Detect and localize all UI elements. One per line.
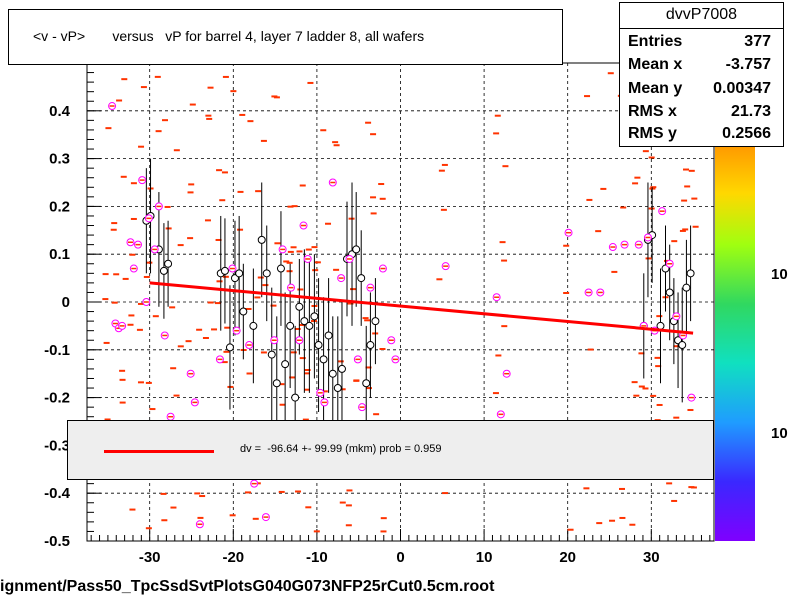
data-point-black — [305, 321, 314, 330]
data-point-black — [319, 355, 328, 364]
data-point-black — [366, 341, 375, 350]
y-tick-label: 0.1 — [49, 246, 70, 263]
stats-box: dvvP7008 Entries 377 Mean x -3.757 Mean … — [619, 2, 784, 147]
data-point-black — [249, 321, 258, 330]
data-point-black — [357, 274, 366, 283]
x-tick-label: 20 — [559, 549, 576, 566]
footer-filename: ignment/Pass50_TpcSsdSvtPlotsG040G073NFP… — [0, 578, 495, 595]
x-tick-label: 0 — [396, 549, 404, 566]
stat-label: RMS x — [628, 103, 677, 120]
stat-value: 0.00347 — [713, 80, 771, 97]
fit-legend-line — [104, 450, 214, 453]
fit-legend-box: dv = -96.64 +- 99.99 (mkm) prob = 0.959 — [67, 420, 714, 480]
data-point-black — [678, 341, 687, 350]
color-bar — [715, 146, 755, 541]
data-point-black — [333, 384, 342, 393]
data-point-black — [267, 350, 276, 359]
y-tick-label: -0.5 — [44, 533, 70, 550]
chart-title-box: <v - vP> versus vP for barrel 4, layer 7… — [8, 9, 563, 65]
data-point-black — [371, 317, 380, 326]
y-tick-label: -0.2 — [44, 390, 70, 407]
colorbar-label-upper: 10 — [771, 266, 788, 283]
fit-line — [149, 281, 694, 335]
chart-title: <v - vP> versus vP for barrel 4, layer 7… — [33, 28, 425, 44]
data-point-black — [686, 269, 695, 278]
data-point-black — [682, 283, 691, 292]
data-point-black — [257, 235, 266, 244]
data-point-black — [337, 364, 346, 373]
data-point-black — [239, 307, 248, 316]
stat-value: -3.757 — [725, 56, 771, 73]
data-point-black — [362, 379, 371, 388]
data-point-black — [159, 266, 168, 275]
data-point-black — [324, 331, 333, 340]
y-tick-label: 0.4 — [49, 103, 71, 120]
data-point-black — [235, 269, 244, 278]
data-point-black — [286, 321, 295, 330]
fit-legend-text: dv = -96.64 +- 99.99 (mkm) prob = 0.959 — [240, 443, 442, 455]
x-tick-label: 10 — [476, 549, 493, 566]
stat-label: Mean y — [628, 80, 683, 97]
y-tick-label: 0.2 — [49, 198, 70, 215]
data-point-black — [225, 343, 234, 352]
data-point-black — [300, 317, 309, 326]
x-tick-label: -20 — [222, 549, 244, 566]
axes: -30 -20 -10 0 10 20 30 -0.5 -0.4 -0.3 -0.2 -0.1 0 0.1… — [44, 62, 715, 566]
stat-label: RMS y — [628, 125, 677, 142]
y-tick-label: 0.3 — [49, 151, 70, 168]
stat-row-rms-y: RMS y 0.2566 — [628, 125, 771, 147]
colorbar-label-lower: 10 — [771, 425, 788, 442]
x-tick-label: 30 — [643, 549, 660, 566]
data-point-black — [276, 264, 285, 273]
stats-name: dvvP7008 — [620, 6, 783, 29]
stat-value: 0.2566 — [722, 125, 771, 142]
x-tick-label: -10 — [306, 549, 328, 566]
stat-label: Entries — [628, 33, 683, 50]
data-point-black — [220, 266, 229, 275]
data-point-black — [352, 245, 361, 254]
stat-label: Mean x — [628, 56, 683, 73]
stat-row-mean-x: Mean x -3.757 — [628, 56, 771, 78]
data-point-black — [314, 341, 323, 350]
y-tick-label: -0.4 — [44, 485, 71, 502]
y-tick-label: -0.1 — [44, 342, 70, 359]
data-point-black — [164, 259, 173, 268]
data-point-black — [291, 393, 300, 402]
data-point-black — [328, 369, 337, 378]
stat-value: 21.73 — [730, 103, 771, 120]
y-tick-label: -0.3 — [44, 437, 70, 454]
stat-row-mean-y: Mean y 0.00347 — [628, 80, 771, 102]
data-point-black — [281, 360, 290, 369]
stat-row-rms-x: RMS x 21.73 — [628, 103, 771, 125]
x-tick-label: -30 — [139, 549, 161, 566]
data-point-black — [665, 288, 674, 297]
data-point-black — [310, 312, 319, 321]
stat-value: 377 — [744, 33, 771, 50]
data-point-black — [295, 302, 304, 311]
y-tick-label: 0 — [62, 294, 70, 311]
stat-row-entries: Entries 377 — [628, 33, 771, 55]
data-point-black — [272, 379, 281, 388]
data-point-black — [262, 269, 271, 278]
